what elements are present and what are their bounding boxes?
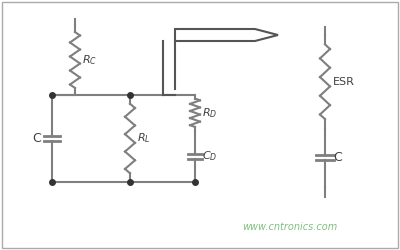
Text: $R_D$: $R_D$: [202, 106, 217, 120]
Text: C: C: [333, 151, 342, 164]
Text: $C_D$: $C_D$: [202, 149, 217, 163]
Text: www.cntronics.com: www.cntronics.com: [242, 222, 338, 232]
Text: $R_L$: $R_L$: [137, 132, 150, 145]
Text: ESR: ESR: [333, 77, 355, 87]
Text: $R_C$: $R_C$: [82, 53, 97, 67]
Text: C: C: [32, 132, 41, 145]
Polygon shape: [175, 29, 278, 41]
Polygon shape: [163, 41, 175, 89]
